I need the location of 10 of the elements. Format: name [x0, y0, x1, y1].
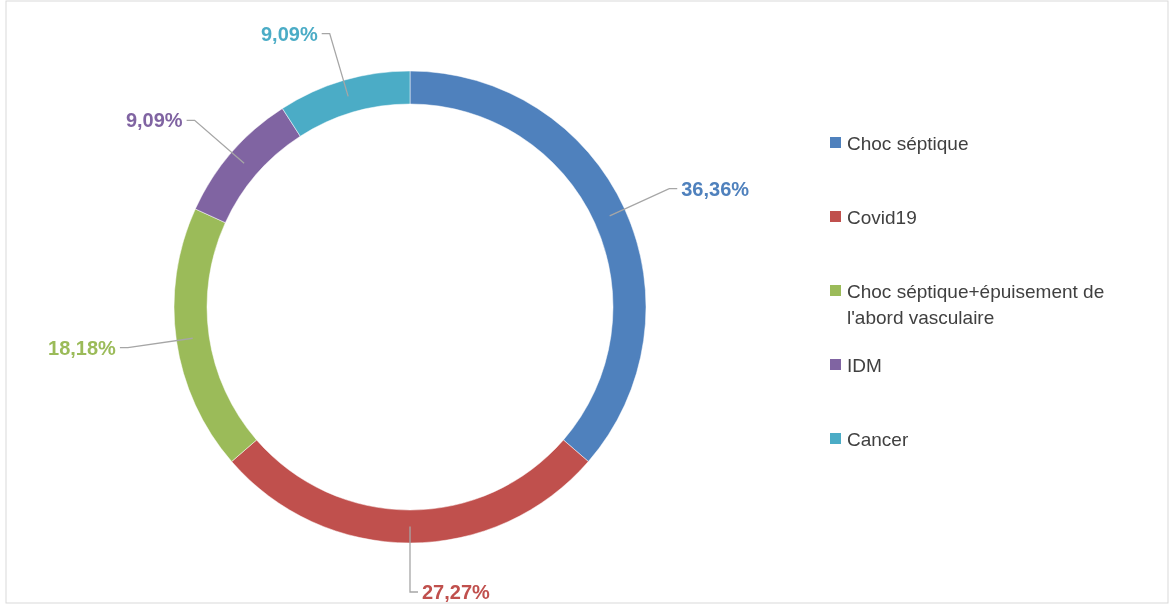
legend-label: IDM [847, 354, 882, 376]
legend-label: Covid19 [847, 206, 917, 228]
data-label: 9,09% [125, 109, 183, 132]
data-label: 27,27% [422, 581, 491, 603]
data-label: 9,09% [260, 22, 318, 45]
data-label: 36,36% [681, 177, 750, 200]
data-label: 18,18% [48, 336, 117, 359]
legend-label: Cancer [847, 428, 909, 450]
legend-label: Choc séptique+épuisement de l'abord vasculaire [847, 280, 1105, 329]
legend-label: Choc séptique [847, 132, 969, 154]
